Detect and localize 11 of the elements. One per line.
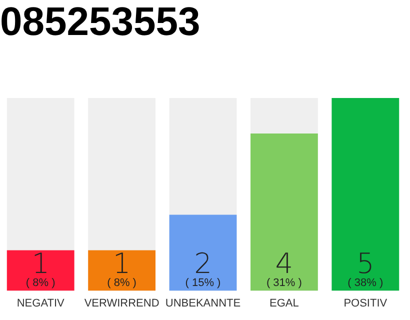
x-tick-label: VERWIRREND	[84, 297, 160, 310]
x-tick-label: UNBEKANNTE	[165, 297, 241, 310]
chart-title: 085253553	[0, 0, 200, 44]
x-tick-label: EGAL	[270, 297, 299, 310]
data-label: ( 8% )	[26, 276, 56, 289]
x-tick-label: NEGATIV	[16, 297, 65, 310]
bar	[88, 250, 156, 291]
data-label: ( 15% )	[185, 276, 221, 289]
x-tick-label: POSITIV	[344, 297, 388, 310]
data-label: ( 8% )	[107, 276, 136, 289]
bar	[6, 250, 74, 291]
